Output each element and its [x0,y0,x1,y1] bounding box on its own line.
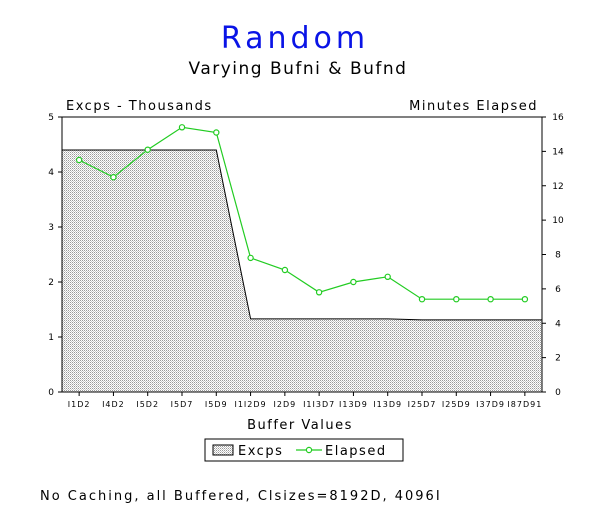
excps-area-line [62,149,542,321]
x-tick-label: I13D9 [339,400,368,409]
elapsed-point [521,296,529,303]
y-right-tick-label: 2 [555,354,561,364]
x-tick-label: I25D7 [408,400,437,409]
elapsed-point [453,296,460,303]
y-left-tick-label: 5 [48,113,54,123]
elapsed-point [418,296,426,303]
y-right-tick-label: 12 [552,182,563,192]
y-right-tick-label: 4 [555,319,561,329]
legend-marker-elapsed [305,446,313,454]
x-tick-label: I5D2 [136,400,159,409]
y-right-tick-label: 14 [552,147,564,157]
y-right-tick-label: 10 [552,216,564,226]
excps-area-fill [62,150,542,392]
y-left-tick-label: 4 [48,168,54,178]
x-tick-label: I37D9 [476,400,505,409]
y-right-tick-label: 6 [555,285,561,295]
x-tick-label: I1I3D7 [303,400,335,409]
elapsed-point [178,124,186,131]
x-tick-label: I5D9 [205,400,228,409]
y-axis-right-label: Minutes Elapsed [409,99,538,114]
elapsed-point [75,156,83,164]
legend-label-excps: Excps [238,444,283,459]
elapsed-point [144,146,151,153]
elapsed-point [110,173,117,181]
y-axis-left-label: Excps - Thousands [66,99,213,114]
x-axis-label: Buffer Values [247,418,353,433]
x-tick-label: I4D2 [102,400,125,409]
x-tick-label: I25D9 [442,400,471,409]
x-tick-label: I87D91 [507,400,542,409]
plot-area [62,124,542,392]
chart-subtitle: Varying Bufni & Bufnd [189,59,408,79]
elapsed-point [315,289,323,296]
y-left-tick-label: 0 [48,388,54,398]
elapsed-point [247,254,254,262]
x-tick-label: I13D9 [373,400,402,409]
legend-label-elapsed: Elapsed [325,444,387,459]
x-tick-label: I1D2 [68,400,91,409]
legend-swatch-excps [212,444,234,456]
y-left-tick-label: 3 [48,223,54,233]
chart-title: Random [221,21,369,56]
x-tick-label: I1I2D9 [234,400,266,409]
y-left-tick-label: 2 [48,278,54,288]
elapsed-line [78,126,525,300]
elapsed-point [281,266,289,274]
x-tick-label: I5D7 [171,400,194,409]
legend: Excps Elapsed [204,438,404,462]
y-right-tick-label: 16 [552,113,564,123]
elapsed-point [384,273,391,280]
x-tick-label: I2D9 [274,400,297,409]
elapsed-point [213,129,220,136]
y-left-tick-label: 1 [48,333,54,343]
y-right-tick-label: 0 [555,388,561,398]
y-right-tick-label: 8 [555,251,561,261]
elapsed-point [487,296,494,303]
elapsed-point [350,278,357,286]
footnote: No Caching, all Buffered, Clsizes=8192D,… [40,489,442,504]
